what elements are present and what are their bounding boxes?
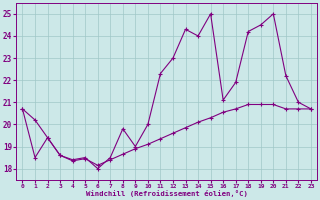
X-axis label: Windchill (Refroidissement éolien,°C): Windchill (Refroidissement éolien,°C) — [86, 190, 248, 197]
